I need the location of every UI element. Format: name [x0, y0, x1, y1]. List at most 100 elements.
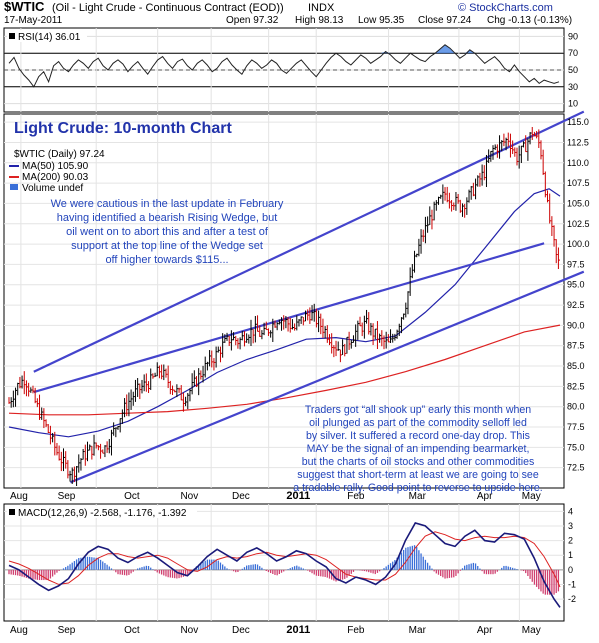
note-1-line: We were cautious in the last update in F… — [51, 198, 284, 210]
header-chg: Chg -0.13 (-0.13%) — [487, 15, 572, 26]
x-axis-label: Apr — [477, 625, 493, 636]
legend-volume-swatch — [10, 184, 18, 190]
x-axis-label: Oct — [124, 625, 140, 636]
ma-200-90-03-line — [8, 324, 561, 416]
rsi-tick-label: 70 — [568, 48, 578, 58]
price-tick-label: 87.5 — [567, 341, 585, 351]
macd-tick-label: 3 — [568, 521, 573, 531]
note-2-line: suggest that short-term at least we are … — [297, 469, 539, 481]
macd-tick-label: -1 — [568, 579, 576, 589]
note-2-line: but the charts of oil stocks and other c… — [302, 456, 535, 468]
macd-panel: -2 -1 0 1 2 3 4 MACD(12,26,9) -2.568, -1.176, … — [3, 503, 576, 622]
legend-price: $WTIC (Daily) 97.24 — [14, 149, 105, 160]
x-axis-label: Sep — [58, 625, 76, 636]
price-tick-label: 82.5 — [567, 381, 585, 391]
price-frame — [3, 113, 565, 489]
x-axis-label: Dec — [232, 491, 250, 502]
header-open: Open 97.32 — [226, 15, 279, 26]
x-axis-label: Aug — [10, 491, 28, 502]
price-tick-label: 107.5 — [567, 178, 590, 188]
rsi-tick-label: 50 — [568, 65, 578, 75]
x-axis-label: Sep — [58, 491, 76, 502]
rsi-title: RSI(14) 36.01 — [18, 32, 81, 43]
panel-title: Light Crude: 10-month Chart — [14, 120, 232, 137]
price-panel: 72.5 75.0 77.5 80.0 82.5 85.0 87.5 90.0 92.5 95.0… — [3, 110, 590, 494]
header-date: 17-May-2011 — [4, 15, 63, 26]
price-tick-label: 110.0 — [567, 158, 589, 168]
x-axis-label: Dec — [232, 625, 250, 636]
upper-channel-line-line — [33, 110, 585, 373]
note-2-line: Traders got “all shook up” early this mo… — [305, 404, 531, 416]
x-axis-label: Nov — [180, 491, 198, 502]
price-tick-label: 95.0 — [567, 280, 585, 290]
price-tick-label: 92.5 — [567, 300, 585, 310]
note-2-line: MAY be the signal of an impending bearma… — [307, 443, 530, 455]
wedge-top-line-line — [33, 242, 545, 394]
legend-ma200: MA(200) 90.03 — [22, 172, 89, 183]
x-axis-label: 2011 — [286, 624, 310, 636]
price-tick-label: 90.0 — [567, 320, 585, 330]
x-axis-label: May — [522, 625, 541, 636]
x-axis-labels-top: Aug Sep Oct Nov Dec 2011 Feb Mar Apr May — [10, 490, 541, 502]
x-axis-label: 2011 — [286, 490, 310, 502]
macd-tick-label: 1 — [568, 550, 573, 560]
rsi-line — [8, 44, 560, 88]
macd-title: MACD(12,26,9) -2.568, -1.176, -1.392 — [18, 508, 187, 519]
header-ticker: $WTIC — [4, 0, 45, 14]
x-axis-label: Mar — [409, 491, 427, 502]
price-tick-label: 102.5 — [567, 219, 590, 229]
rsi-tick-label: 10 — [568, 99, 578, 109]
price-tick-label: 72.5 — [567, 463, 585, 473]
price-tick-label: 77.5 — [567, 422, 585, 432]
x-axis-label: Mar — [409, 625, 427, 636]
annotation-note-1: We were cautious in the last update in F… — [51, 198, 284, 266]
macd-tick-label: 0 — [568, 565, 573, 575]
x-axis-label: May — [522, 491, 541, 502]
note-1-line: having identified a bearish Rising Wedge… — [57, 212, 278, 224]
rsi-tick-label: 90 — [568, 31, 578, 41]
macd-tick-label: 4 — [568, 506, 573, 516]
header-close: Close 97.24 — [418, 15, 472, 26]
x-axis-label: Aug — [10, 625, 28, 636]
watermark: © StockCharts.com — [458, 2, 553, 14]
rsi-tick-label: 30 — [568, 82, 578, 92]
ma-50-105-90-line — [8, 188, 561, 438]
macd-frame — [3, 503, 565, 622]
header-exchange: INDX — [308, 2, 335, 14]
note-1-line: oil went on to abort this and after a te… — [66, 226, 269, 238]
header-high: High 98.13 — [295, 15, 344, 26]
legend-ma50: MA(50) 105.90 — [22, 161, 89, 172]
price-tick-label: 80.0 — [567, 402, 585, 412]
x-axis-label: Oct — [124, 491, 140, 502]
macd-title-bg — [7, 506, 197, 518]
header-name: (Oil - Light Crude - Continuous Contract… — [52, 2, 284, 14]
annotation-note-2: Traders got “all shook up” early this mo… — [293, 404, 543, 494]
price-tick-label: 115.0 — [567, 117, 589, 127]
macd-tick-label: 2 — [568, 536, 573, 546]
price-tick-label: 75.0 — [567, 442, 585, 452]
price-tick-label: 105.0 — [567, 198, 590, 208]
header-low: Low 95.35 — [358, 15, 405, 26]
price-tick-label: 112.5 — [567, 137, 589, 147]
macd-line — [8, 522, 561, 608]
price-tick-label: 100.0 — [567, 239, 590, 249]
price-tick-label: 85.0 — [567, 361, 585, 371]
note-2-line: by silver. It suffered a record one-day … — [306, 430, 530, 442]
x-axis-label: Feb — [347, 491, 365, 502]
x-axis-label: Apr — [477, 491, 493, 502]
note-2-line: a tradable rally. Good point to reverse … — [293, 482, 543, 494]
rsi-overbought-fill — [9, 44, 559, 54]
lower-channel-line-line — [69, 270, 585, 484]
rsi-panel: 10 30 50 70 90 RSI(14) 36.01 — [3, 27, 578, 113]
note-1-line: support at the top line of the Wedge set — [71, 240, 263, 252]
macd-title-square-icon — [9, 509, 15, 515]
x-axis-label: Feb — [347, 625, 365, 636]
rsi-title-square-icon — [9, 33, 15, 39]
x-axis-label: Nov — [180, 625, 198, 636]
legend-volume: Volume undef — [22, 183, 83, 194]
x-axis-labels-bottom: Aug Sep Oct Nov Dec 2011 Feb Mar Apr May — [10, 624, 541, 636]
rsi-title-bg — [7, 30, 87, 42]
macd-tick-label: -2 — [568, 594, 576, 604]
